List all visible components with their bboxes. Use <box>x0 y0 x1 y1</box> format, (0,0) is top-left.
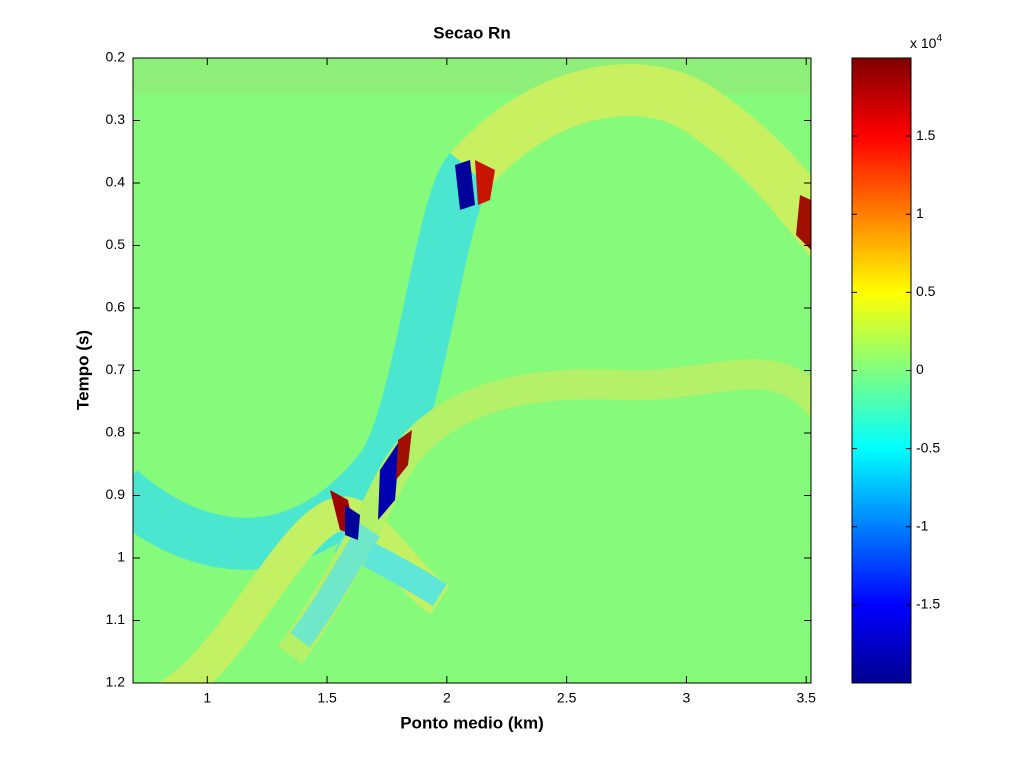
y-tick-label: 0.8 <box>106 424 126 440</box>
amplitude-spot <box>475 160 495 205</box>
colorbar-tick-label: 0 <box>916 361 924 377</box>
amplitude-spot <box>796 195 811 250</box>
x-tick-label: 1.5 <box>317 690 337 706</box>
amplitude-spot <box>396 430 412 480</box>
x-tick-label: 3 <box>683 690 691 706</box>
y-tick-label: 1 <box>117 549 125 565</box>
colorbar-tick-label: -0.5 <box>916 439 940 455</box>
y-tick-label: 1.1 <box>106 611 126 627</box>
y-tick-label: 1.2 <box>106 674 126 690</box>
y-tick-label: 0.2 <box>106 49 126 65</box>
event-band <box>290 523 381 648</box>
colorbar-tick-label: -1.5 <box>916 596 940 612</box>
multiplier-base: x 10 <box>910 35 937 51</box>
y-tick-label: 0.4 <box>106 174 126 190</box>
y-tick-label: 0.5 <box>106 236 126 252</box>
y-tick-label: 0.6 <box>106 299 126 315</box>
y-tick-label: 0.9 <box>106 486 126 502</box>
colorbar-multiplier: x 104 <box>910 33 942 51</box>
x-tick-label: 1 <box>203 690 211 706</box>
chart-title: Secao Rn <box>433 23 510 42</box>
x-tick-label: 2.5 <box>557 690 577 706</box>
y-tick-label: 0.3 <box>106 111 126 127</box>
multiplier-exponent: 4 <box>936 33 942 44</box>
colorbar-tick-label: -1 <box>916 517 929 533</box>
amplitude-spot <box>345 505 360 540</box>
y-axis-label: Tempo (s) <box>73 330 92 410</box>
colorbar <box>851 57 912 684</box>
y-tick-label: 0.7 <box>106 361 126 377</box>
x-tick-label: 2 <box>443 690 451 706</box>
x-tick-label: 3.5 <box>796 690 816 706</box>
x-axis-label: Ponto medio (km) <box>400 713 544 732</box>
event-band <box>450 64 811 257</box>
colorbar-tick-label: 0.5 <box>916 283 936 299</box>
seismic-image <box>133 58 811 683</box>
amplitude-spot <box>378 440 400 520</box>
colorbar-tick-label: 1 <box>916 205 924 221</box>
amplitude-spot <box>455 160 475 210</box>
colorbar-tick-label: 1.5 <box>916 127 936 143</box>
